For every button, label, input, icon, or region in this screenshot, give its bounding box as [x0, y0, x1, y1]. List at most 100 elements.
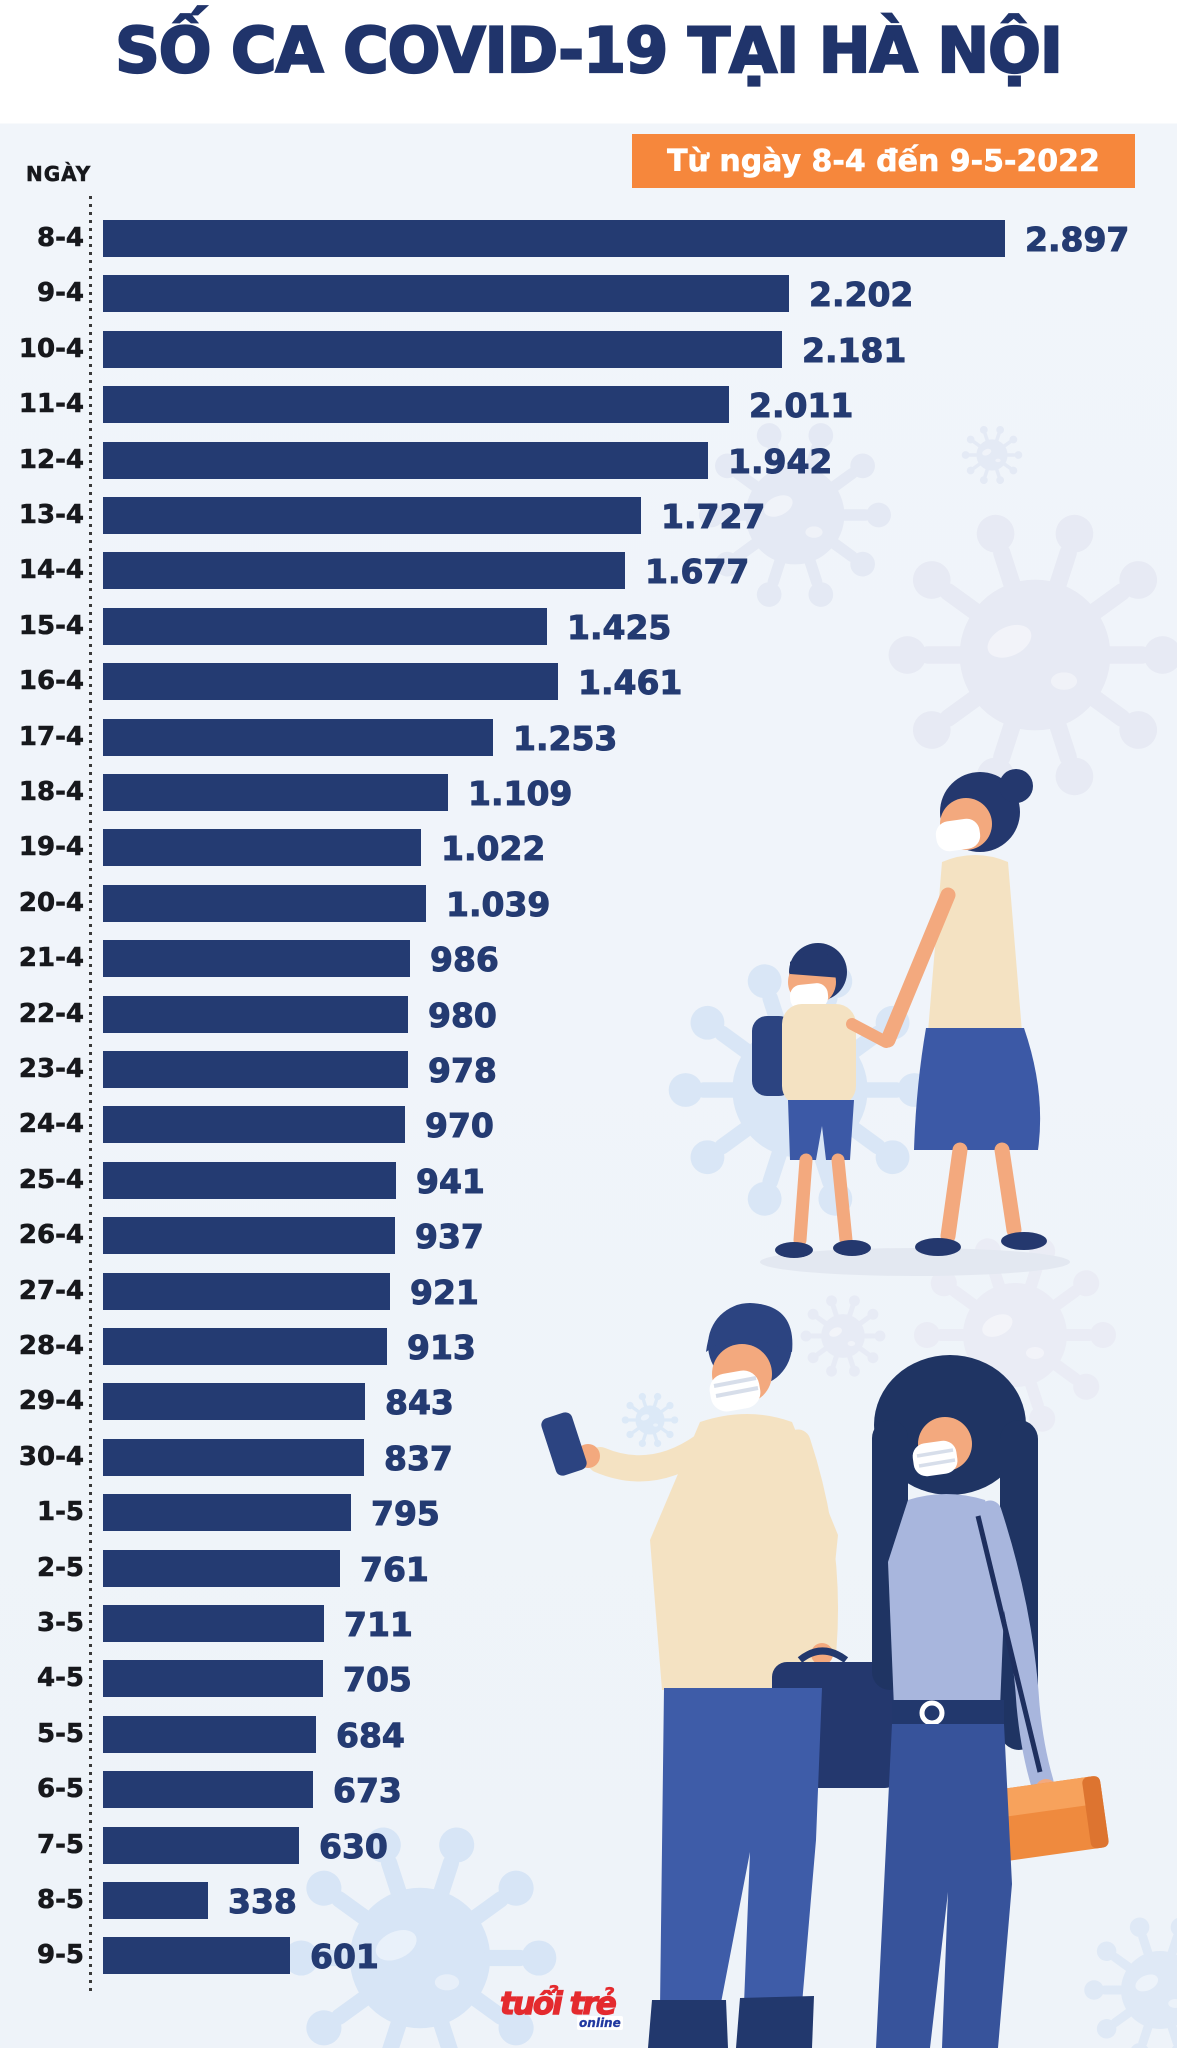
bar: [103, 275, 789, 312]
bar: [103, 442, 708, 479]
bar-value-label: 795: [371, 1494, 441, 1534]
bar-value-label: 1.727: [660, 497, 766, 537]
bar-value-label: 937: [415, 1217, 485, 1257]
bar: [103, 1660, 323, 1697]
bar: [103, 1217, 395, 1254]
bar: [103, 1716, 316, 1753]
bar-date-label: 16-4: [18, 666, 85, 697]
bar-value-label: 2.202: [808, 275, 914, 315]
chart-row: 26-4 937: [0, 1217, 1177, 1257]
bar-date-label: 25-4: [18, 1165, 85, 1196]
chart-row: 8-5 338: [0, 1882, 1177, 1922]
bar-date-label: 12-4: [18, 445, 85, 476]
bar: [103, 996, 408, 1033]
tuoitre-logo: tuổi trẻ online: [499, 1985, 623, 2030]
bar-date-label: 20-4: [18, 888, 85, 919]
bar-date-label: 24-4: [18, 1109, 85, 1140]
bar: [103, 1162, 396, 1199]
chart-row: 14-4 1.677: [0, 552, 1177, 592]
bar: [103, 1937, 290, 1974]
bar-date-label: 5-5: [37, 1719, 85, 1750]
bar-value-label: 2.897: [1024, 220, 1130, 260]
chart-row: 24-4 970: [0, 1106, 1177, 1146]
page-title: SỐ CA COVID-19 TẠI HÀ NỘI: [114, 13, 1064, 88]
bar-date-label: 10-4: [18, 334, 85, 365]
bar-value-label: 941: [416, 1162, 486, 1202]
bar-date-label: 9-5: [37, 1940, 85, 1971]
date-range-text: Từ ngày 8-4 đến 9-5-2022: [667, 143, 1100, 179]
bar: [103, 1328, 387, 1365]
bar-value-label: 1.253: [512, 719, 618, 759]
bar-date-label: 18-4: [18, 777, 85, 808]
chart-row: 30-4 837: [0, 1439, 1177, 1479]
chart-row: 1-5 795: [0, 1494, 1177, 1534]
chart-row: 20-4 1.039: [0, 885, 1177, 925]
bar-value-label: 970: [425, 1106, 495, 1146]
bar-value-label: 978: [428, 1051, 498, 1091]
chart-row: 11-4 2.011: [0, 386, 1177, 426]
bar-value-label: 986: [430, 940, 500, 980]
chart-row: 16-4 1.461: [0, 663, 1177, 703]
bar-date-label: 22-4: [18, 999, 85, 1030]
bar: [103, 663, 558, 700]
bar-date-label: 14-4: [18, 555, 85, 586]
chart-row: 27-4 921: [0, 1273, 1177, 1313]
chart-row: 28-4 913: [0, 1328, 1177, 1368]
bar-date-label: 27-4: [18, 1276, 85, 1307]
bar-value-label: 705: [343, 1660, 413, 1700]
chart-row: 13-4 1.727: [0, 497, 1177, 537]
bar: [103, 719, 493, 756]
bar-value-label: 2.011: [748, 386, 854, 426]
bar-date-label: 30-4: [18, 1442, 85, 1473]
bar: [103, 940, 410, 977]
bar-value-label: 338: [228, 1882, 298, 1922]
bar-value-label: 1.425: [566, 608, 672, 648]
bar-value-label: 843: [385, 1383, 455, 1423]
bar: [103, 1827, 299, 1864]
bar-value-label: 913: [407, 1328, 477, 1368]
bar-date-label: 4-5: [37, 1663, 85, 1694]
chart-row: 3-5 711: [0, 1605, 1177, 1645]
bar-date-label: 13-4: [18, 500, 85, 531]
tuoitre-online-text: online: [577, 2016, 623, 2030]
bar: [103, 1605, 324, 1642]
bar: [103, 608, 547, 645]
chart-row: 9-5 601: [0, 1937, 1177, 1977]
bar-value-label: 601: [310, 1937, 380, 1977]
y-axis-line: [89, 196, 92, 1992]
bar: [103, 1550, 340, 1587]
chart-row: 9-4 2.202: [0, 275, 1177, 315]
chart-row: 15-4 1.425: [0, 608, 1177, 648]
bar: [103, 829, 421, 866]
bar-value-label: 711: [344, 1605, 414, 1645]
bar: [103, 552, 625, 589]
bar-value-label: 684: [336, 1716, 406, 1756]
bar-date-label: 21-4: [18, 943, 85, 974]
bar-value-label: 1.109: [467, 774, 573, 814]
bar-value-label: 761: [360, 1550, 430, 1590]
bar-date-label: 19-4: [18, 832, 85, 863]
chart-row: 6-5 673: [0, 1771, 1177, 1811]
bar: [103, 885, 426, 922]
bar-date-label: 8-5: [37, 1885, 85, 1916]
axis-label: NGÀY: [26, 162, 92, 187]
bar-value-label: 1.039: [445, 885, 551, 925]
bar-date-label: 26-4: [18, 1220, 85, 1251]
bar: [103, 1383, 365, 1420]
bar-date-label: 3-5: [37, 1608, 85, 1639]
chart-row: 25-4 941: [0, 1162, 1177, 1202]
bar-value-label: 980: [428, 996, 498, 1036]
bar-value-label: 837: [384, 1439, 454, 1479]
bar: [103, 1439, 364, 1476]
bar-value-label: 630: [319, 1827, 389, 1867]
chart-row: 17-4 1.253: [0, 719, 1177, 759]
chart-row: 5-5 684: [0, 1716, 1177, 1756]
bar: [103, 1273, 390, 1310]
bar-value-label: 673: [333, 1771, 403, 1811]
bar-value-label: 1.942: [727, 442, 833, 482]
bar-date-label: 6-5: [37, 1774, 85, 1805]
chart-row: 19-4 1.022: [0, 829, 1177, 869]
bar: [103, 220, 1005, 257]
bar: [103, 1771, 313, 1808]
